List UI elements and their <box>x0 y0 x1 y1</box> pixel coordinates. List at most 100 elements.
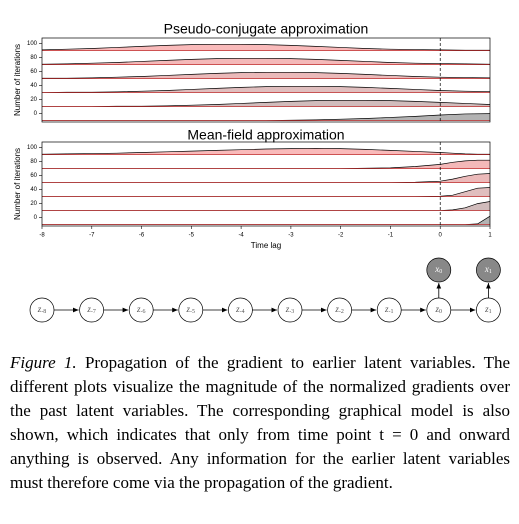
latent-node <box>29 297 55 323</box>
node-subscript: -1 <box>388 309 393 315</box>
plot-area <box>42 147 490 225</box>
ridge-line <box>42 201 490 211</box>
node-label: z-1 <box>384 304 394 315</box>
node-label: z1 <box>484 304 492 315</box>
x-tick-label: -5 <box>189 233 195 239</box>
ridge-area <box>42 72 490 79</box>
y-tick-label: 100 <box>27 145 38 151</box>
latent-node <box>178 297 204 323</box>
x-tick-label: -1 <box>388 233 394 239</box>
caption: Figure 1. Propagation of the gradient to… <box>10 351 510 495</box>
node-symbol: z <box>86 304 91 314</box>
y-tick-label: 0 <box>34 215 38 221</box>
plot-area <box>42 43 490 121</box>
ridge-line <box>42 57 490 65</box>
node-symbol: z <box>435 304 440 314</box>
node-subscript: -8 <box>41 309 46 315</box>
ridge-area <box>42 201 490 211</box>
latent-node <box>277 297 303 323</box>
node-subscript: 1 <box>489 269 492 275</box>
x-tick-label: -2 <box>338 233 344 239</box>
node-label: x1 <box>484 264 492 275</box>
chart-title: Mean-field approximation <box>187 127 344 143</box>
ridge-line <box>42 147 490 155</box>
node-symbol: x <box>484 264 489 274</box>
node-subscript: -3 <box>289 309 294 315</box>
node-label: z-8 <box>37 304 47 315</box>
ridge-area <box>42 187 490 197</box>
ridge-area <box>42 160 490 169</box>
y-tick-label: 20 <box>30 97 37 103</box>
node-subscript: 0 <box>439 309 442 315</box>
y-tick-label: 0 <box>34 111 38 117</box>
x-tick-label: -6 <box>139 233 145 239</box>
y-axis-label: Number of iterations <box>13 148 22 220</box>
ridge-area <box>42 173 490 183</box>
caption-label: Figure 1. <box>10 353 77 372</box>
caption-text: Propagation of the gradient to earlier l… <box>10 353 511 492</box>
latent-node <box>228 297 253 323</box>
node-label: z-2 <box>334 304 344 315</box>
ridge-area <box>42 58 490 65</box>
y-tick-label: 80 <box>30 159 37 165</box>
y-tick-label: 80 <box>30 55 37 61</box>
y-axis-label: Number of iterations <box>13 44 22 116</box>
x-tick-label: -3 <box>288 233 294 239</box>
y-tick-label: 40 <box>30 187 37 193</box>
node-symbol: z <box>186 304 191 314</box>
plot-frame <box>41 37 491 123</box>
node-symbol: z <box>136 304 141 314</box>
node-symbol: z <box>384 304 389 314</box>
figure: Pseudo-conjugate approximation Number of … <box>13 21 501 323</box>
node-label: z-3 <box>285 304 295 315</box>
y-tick-label: 60 <box>30 173 37 179</box>
x-tick-label: 0 <box>439 233 443 239</box>
latent-node <box>79 297 104 323</box>
latent-node <box>376 297 402 323</box>
x-tick-label: -7 <box>89 233 95 239</box>
chart-title: Pseudo-conjugate approximation <box>164 21 369 37</box>
ridge-line <box>42 215 490 225</box>
y-tick-label: 100 <box>27 41 38 47</box>
observed-node <box>426 257 452 283</box>
ridge-area <box>42 216 490 225</box>
node-symbol: z <box>484 304 489 314</box>
y-tick-label: 40 <box>30 83 37 89</box>
node-label: z0 <box>435 304 443 315</box>
node-subscript: 0 <box>439 269 442 275</box>
node-symbol: z <box>235 304 240 314</box>
ridge-line <box>42 43 490 51</box>
y-tick-label: 20 <box>30 201 37 207</box>
node-symbol: z <box>37 304 42 314</box>
ridge-line <box>42 173 490 183</box>
node-subscript: -7 <box>91 309 96 315</box>
x-tick-label: -4 <box>238 233 244 239</box>
node-subscript: -5 <box>190 309 195 315</box>
node-symbol: x <box>434 264 439 274</box>
ridge-line <box>42 187 490 197</box>
latent-node <box>128 297 154 323</box>
node-label: z-6 <box>136 304 146 315</box>
ridge-line <box>42 71 490 79</box>
latent-node <box>327 297 352 323</box>
y-tick-label: 60 <box>30 69 37 75</box>
x-tick-label: -8 <box>39 233 45 239</box>
ridge-area <box>42 113 490 121</box>
node-symbol: z <box>285 304 290 314</box>
observed-node <box>476 257 501 283</box>
node-subscript: -6 <box>140 309 145 315</box>
x-tick-label: 1 <box>488 233 492 239</box>
node-label: z-4 <box>235 304 245 315</box>
ridge-area <box>42 100 490 107</box>
node-symbol: z <box>334 304 339 314</box>
node-subscript: -2 <box>339 309 344 315</box>
node-label: z-5 <box>186 304 196 315</box>
plot-frame <box>41 141 491 227</box>
node-subscript: -4 <box>240 309 245 315</box>
ridge-line <box>42 85 490 93</box>
node-label: x0 <box>434 264 442 275</box>
x-axis-label: Time lag <box>251 241 281 250</box>
node-subscript: 1 <box>489 309 492 315</box>
